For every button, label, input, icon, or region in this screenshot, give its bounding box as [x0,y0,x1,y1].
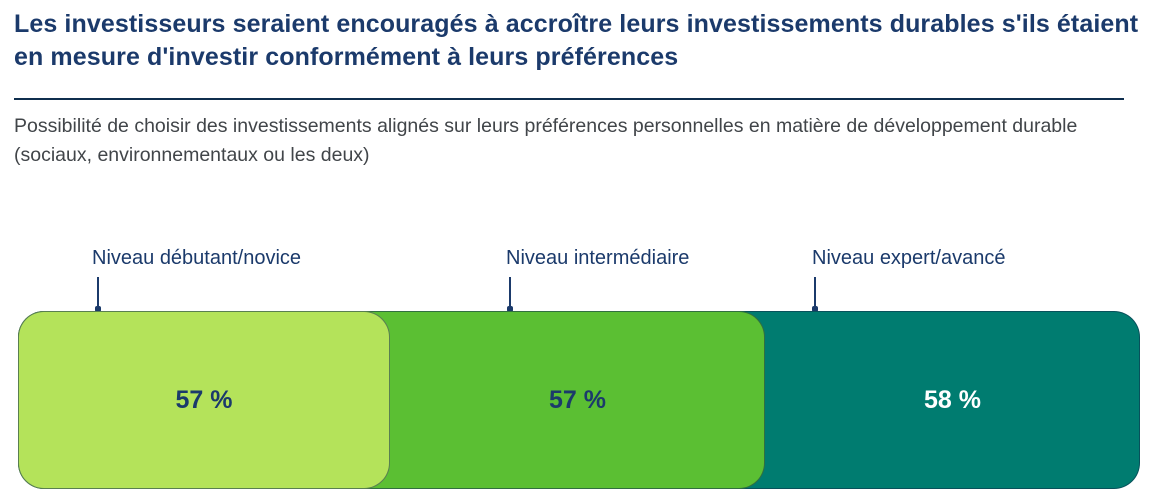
bar-segment-beginner [18,311,390,489]
bar-value-beginner: 57 % [175,385,233,414]
chart-title: Les investisseurs seraient encouragés à … [14,10,1139,71]
bar-value-expert: 58 % [924,385,981,414]
leader-line-expert [812,277,818,312]
bar-chart: 57 % 57 % 58 % [18,311,1140,489]
bar-value-intermediate: 57 % [549,385,606,414]
category-label-beginner: Niveau débutant/novice [92,247,302,269]
category-label-intermediate: Niveau intermédiaire [506,247,690,269]
title-divider [14,98,1124,100]
chart-subtitle: Possibilité de choisir des investissemen… [14,115,1078,166]
leader-line-beginner [95,277,101,312]
leader-line-intermediate [507,277,513,312]
category-label-expert: Niveau expert/avancé [812,247,1006,269]
